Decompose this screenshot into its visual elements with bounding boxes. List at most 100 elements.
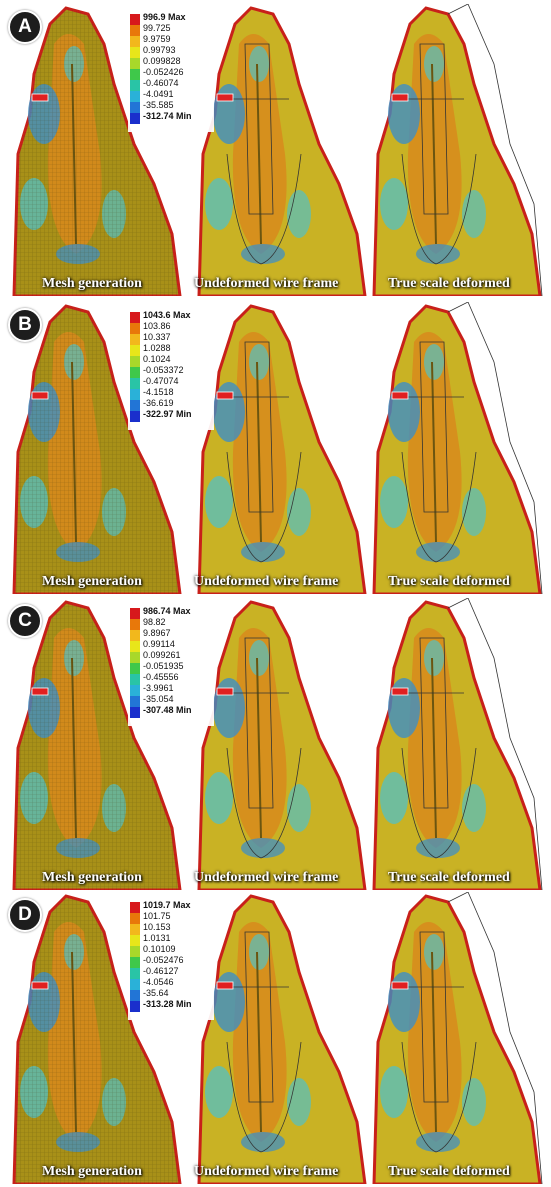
legend-tick: 98.82 bbox=[143, 617, 166, 627]
color-scale-swatch bbox=[130, 312, 140, 323]
color-scale-swatch bbox=[130, 400, 140, 411]
legend-min: -312.74 Min bbox=[143, 111, 192, 121]
max-marker-icon bbox=[391, 93, 409, 102]
color-scale-swatch bbox=[130, 913, 140, 924]
color-scale-swatch bbox=[130, 69, 140, 80]
legend-tick: -4.0491 bbox=[143, 89, 174, 99]
stress-legend: 986.74 Max 98.82 9.8967 0.99114 0.099261… bbox=[128, 604, 214, 726]
stress-legend: 996.9 Max 99.725 9.9759 0.99793 0.099828… bbox=[128, 10, 214, 132]
legend-tick: 10.337 bbox=[143, 332, 171, 342]
legend-tick: 1.0288 bbox=[143, 343, 171, 353]
panel-label: A bbox=[8, 10, 42, 44]
tooth-view bbox=[12, 6, 182, 296]
legend-tick: -35.64 bbox=[143, 988, 169, 998]
color-scale-swatch bbox=[130, 113, 140, 124]
legend-tick: -0.053372 bbox=[143, 365, 184, 375]
color-scale-swatch bbox=[130, 935, 140, 946]
legend-tick: 103.86 bbox=[143, 321, 171, 331]
fea-panel-images bbox=[12, 598, 543, 890]
caption-true-scale-deformed: True scale deformed bbox=[388, 574, 510, 589]
fea-panel-images bbox=[12, 892, 543, 1184]
color-scale-swatch bbox=[130, 334, 140, 345]
max-marker-icon bbox=[391, 687, 409, 696]
caption-mesh-generation: Mesh generation bbox=[42, 870, 142, 885]
tooth-view bbox=[372, 892, 543, 1184]
legend-tick: 101.75 bbox=[143, 911, 171, 921]
max-marker-icon bbox=[391, 391, 409, 400]
legend-min: -307.48 Min bbox=[143, 705, 192, 715]
color-scale-swatch bbox=[130, 685, 140, 696]
max-marker-icon bbox=[31, 687, 49, 696]
tooth-view bbox=[12, 894, 182, 1184]
caption-undeformed-wire-frame: Undeformed wire frame bbox=[194, 870, 339, 885]
max-marker-icon bbox=[216, 391, 234, 400]
legend-tick: 0.10109 bbox=[143, 944, 176, 954]
max-marker-icon bbox=[216, 981, 234, 990]
legend-tick: -36.619 bbox=[143, 398, 174, 408]
max-marker-icon bbox=[216, 93, 234, 102]
color-scale-swatch bbox=[130, 323, 140, 334]
legend-tick: -0.052476 bbox=[143, 955, 184, 965]
color-scale-swatch bbox=[130, 619, 140, 630]
color-scale-swatch bbox=[130, 25, 140, 36]
max-marker-icon bbox=[31, 391, 49, 400]
color-scale bbox=[130, 608, 140, 718]
color-scale-swatch bbox=[130, 378, 140, 389]
legend-tick: -35.585 bbox=[143, 100, 174, 110]
legend-tick: -4.0546 bbox=[143, 977, 174, 987]
panel-a: A 996.9 Max 99.725 9.9759 0.99793 0.0998… bbox=[4, 4, 545, 296]
legend-min: -322.97 Min bbox=[143, 409, 192, 419]
color-scale-swatch bbox=[130, 630, 140, 641]
color-scale bbox=[130, 902, 140, 1012]
color-scale-swatch bbox=[130, 389, 140, 400]
legend-tick: -0.46127 bbox=[143, 966, 179, 976]
legend-max: 1043.6 Max bbox=[143, 310, 191, 320]
caption-undeformed-wire-frame: Undeformed wire frame bbox=[194, 276, 339, 291]
legend-tick: 0.99114 bbox=[143, 639, 175, 649]
max-marker-icon bbox=[391, 981, 409, 990]
color-scale-swatch bbox=[130, 707, 140, 718]
panel-label: D bbox=[8, 898, 42, 932]
color-scale-swatch bbox=[130, 345, 140, 356]
tooth-view bbox=[372, 302, 543, 594]
color-scale-swatch bbox=[130, 957, 140, 968]
panel-d: D 1019.7 Max 101.75 10.153 1.0131 0.1010… bbox=[4, 892, 545, 1184]
legend-tick: 1.0131 bbox=[143, 933, 171, 943]
color-scale-swatch bbox=[130, 36, 140, 47]
color-scale-swatch bbox=[130, 356, 140, 367]
color-scale-swatch bbox=[130, 674, 140, 685]
color-scale-swatch bbox=[130, 979, 140, 990]
stress-legend: 1043.6 Max 103.86 10.337 1.0288 0.1024 -… bbox=[128, 308, 214, 430]
legend-max: 986.74 Max bbox=[143, 606, 191, 616]
color-scale-swatch bbox=[130, 1001, 140, 1012]
color-scale-swatch bbox=[130, 47, 140, 58]
fea-panel-images bbox=[12, 302, 543, 594]
fea-panel-images bbox=[12, 4, 543, 296]
caption-true-scale-deformed: True scale deformed bbox=[388, 1164, 510, 1179]
legend-tick: 10.153 bbox=[143, 922, 171, 932]
color-scale-swatch bbox=[130, 58, 140, 69]
caption-undeformed-wire-frame: Undeformed wire frame bbox=[194, 1164, 339, 1179]
color-scale-swatch bbox=[130, 608, 140, 619]
tooth-view bbox=[197, 304, 367, 594]
color-scale-swatch bbox=[130, 990, 140, 1001]
caption-true-scale-deformed: True scale deformed bbox=[388, 870, 510, 885]
legend-tick: -0.46074 bbox=[143, 78, 179, 88]
color-scale-swatch bbox=[130, 14, 140, 25]
color-scale-swatch bbox=[130, 367, 140, 378]
legend-tick: 0.1024 bbox=[143, 354, 171, 364]
tooth-view bbox=[197, 600, 367, 890]
color-scale-swatch bbox=[130, 91, 140, 102]
legend-tick: 0.99793 bbox=[143, 45, 176, 55]
legend-tick: -0.052426 bbox=[143, 67, 184, 77]
max-marker-icon bbox=[216, 687, 234, 696]
legend-min: -313.28 Min bbox=[143, 999, 192, 1009]
panel-b: B 1043.6 Max 103.86 10.337 1.0288 0.1024… bbox=[4, 302, 545, 594]
legend-tick: 9.8967 bbox=[143, 628, 171, 638]
caption-true-scale-deformed: True scale deformed bbox=[388, 276, 510, 291]
caption-mesh-generation: Mesh generation bbox=[42, 574, 142, 589]
color-scale-swatch bbox=[130, 80, 140, 91]
color-scale-swatch bbox=[130, 663, 140, 674]
panel-label: B bbox=[8, 308, 42, 342]
tooth-view bbox=[12, 304, 182, 594]
